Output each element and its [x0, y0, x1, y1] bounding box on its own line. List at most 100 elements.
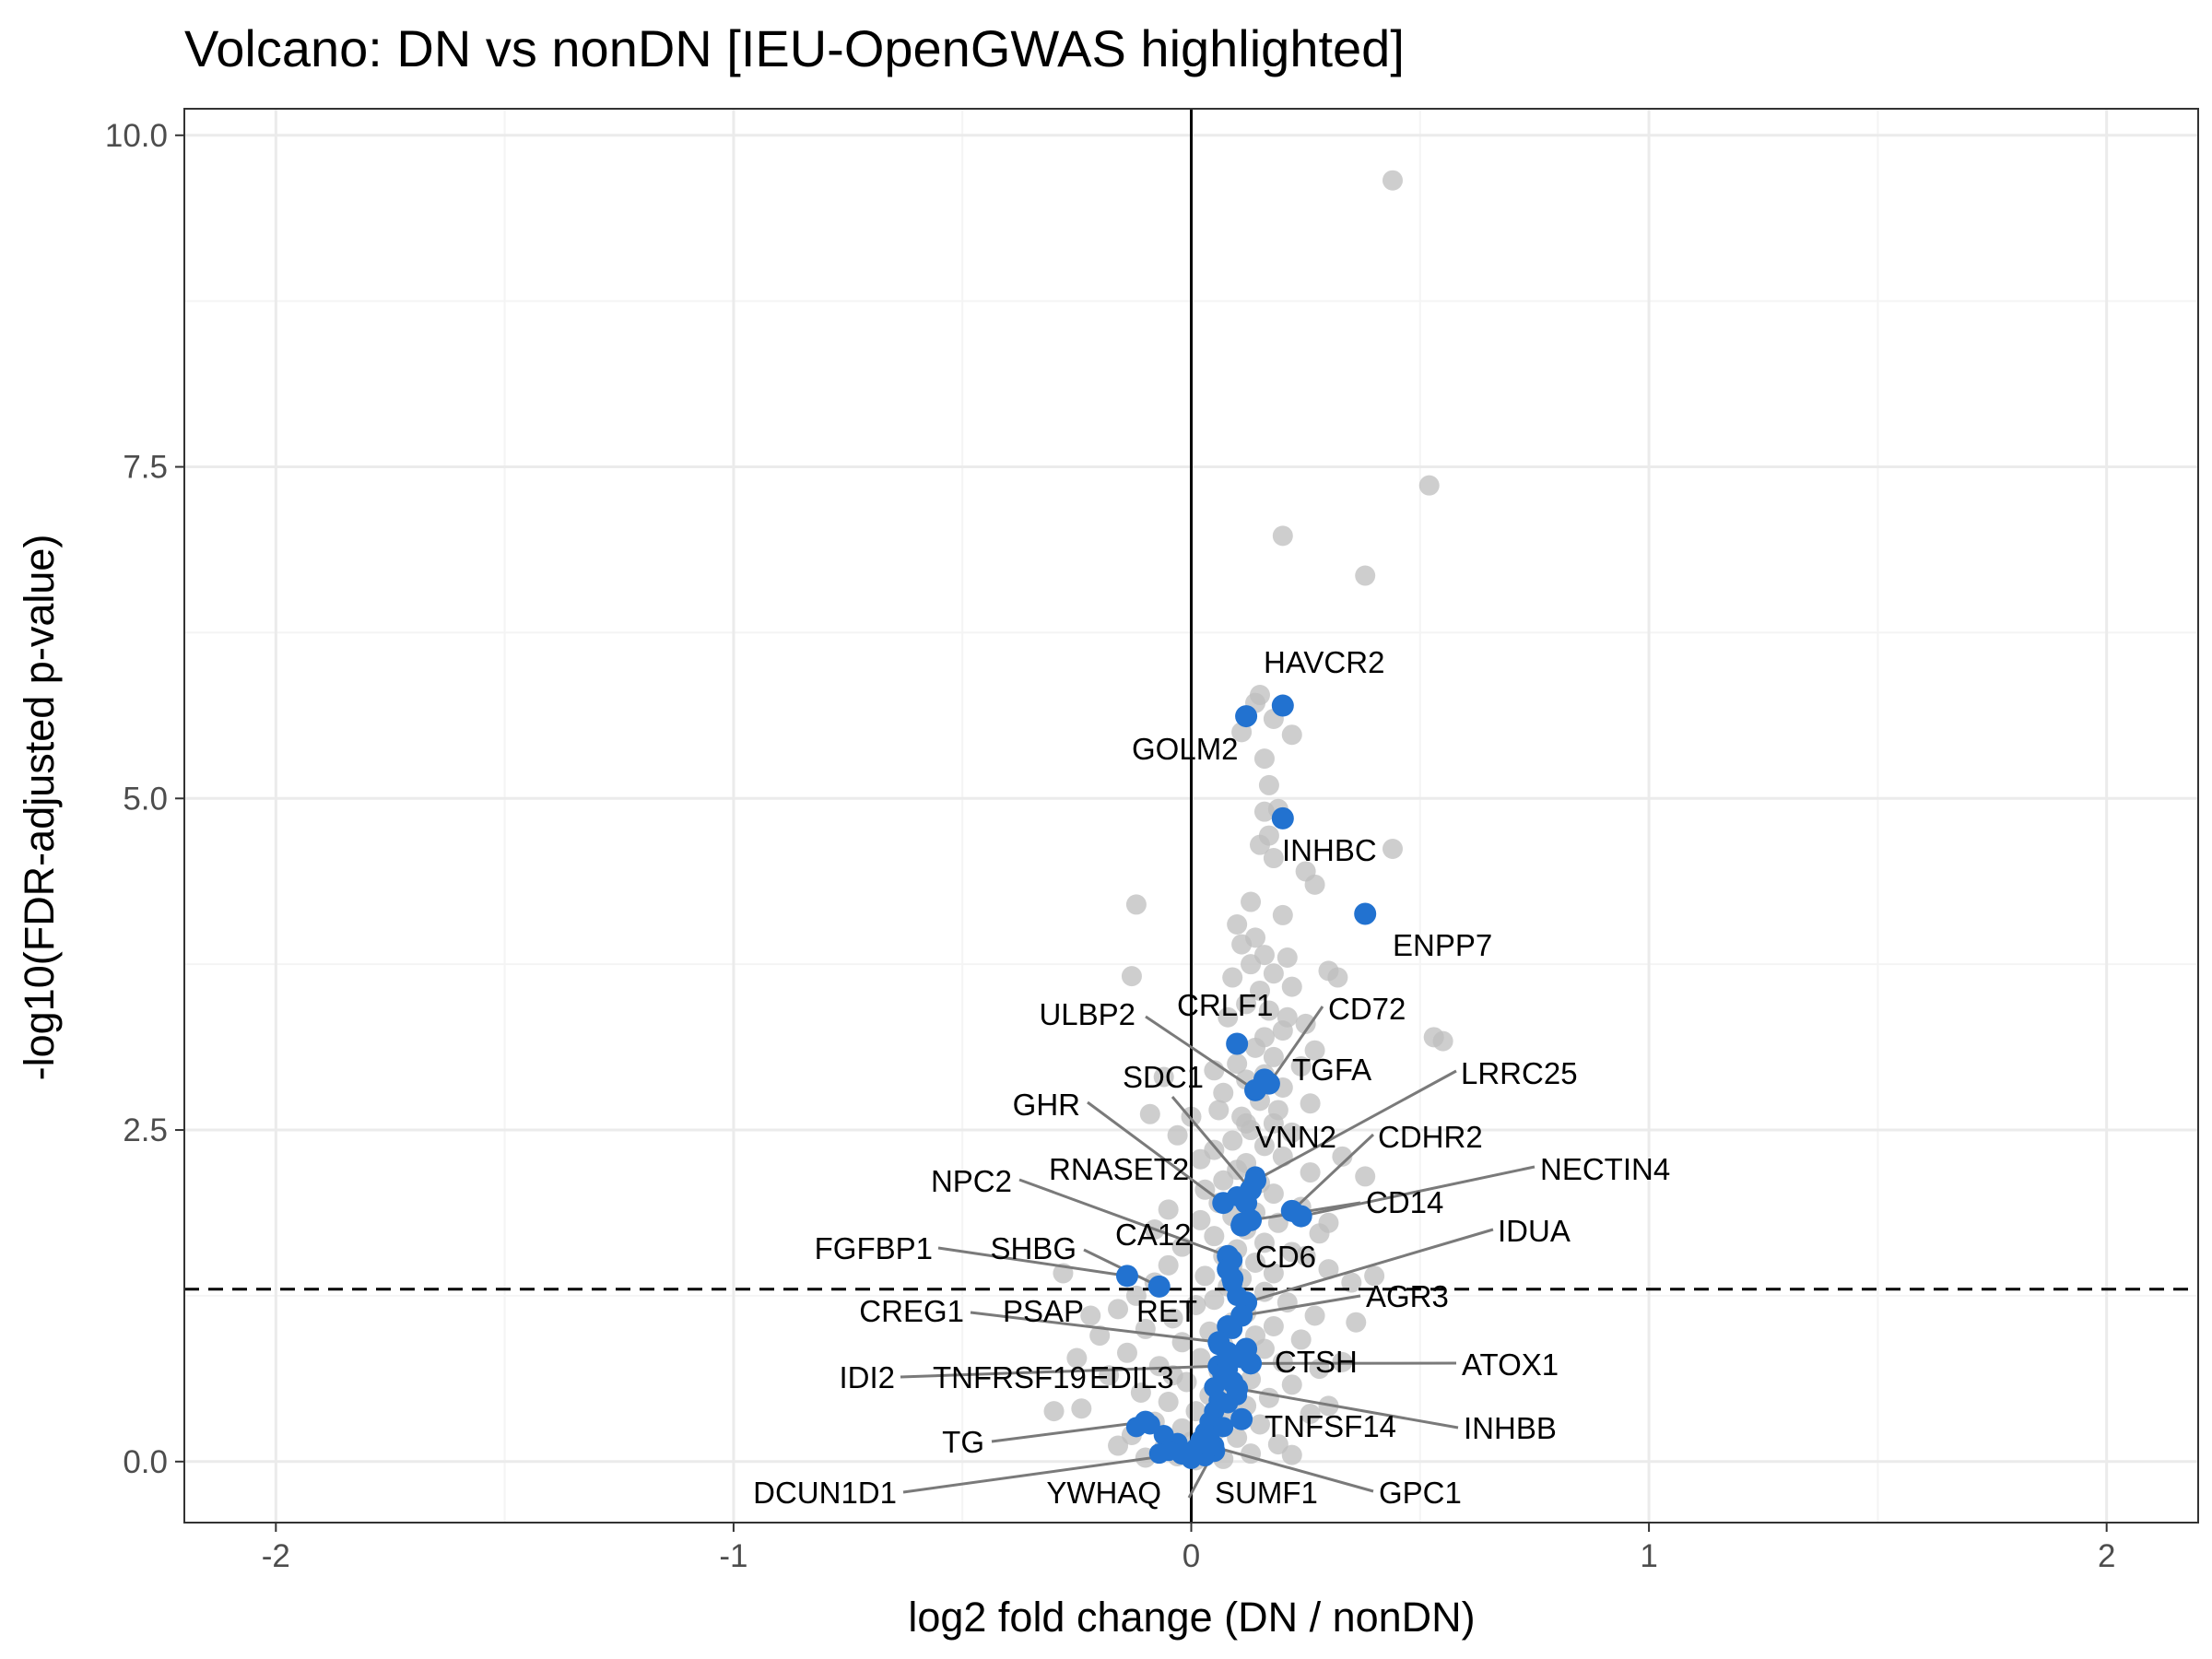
gene-label-edil3: EDIL3: [1089, 1360, 1174, 1394]
background-point: [1355, 565, 1376, 586]
connector-nectin4: [1300, 1165, 1535, 1218]
gene-label-cd72: CD72: [1328, 992, 1406, 1026]
gene-label-rnaset2: RNASET2: [1049, 1152, 1189, 1186]
highlight-point-inhbb: [1226, 1377, 1249, 1400]
highlight-point-cd14: [1240, 1208, 1263, 1231]
connector-inhbb: [1236, 1387, 1459, 1430]
background-point: [1162, 1308, 1183, 1329]
gene-label-sdc1: SDC1: [1123, 1060, 1204, 1094]
gene-label-npc2: NPC2: [931, 1164, 1012, 1198]
background-point: [1418, 475, 1440, 496]
background-point: [1116, 1342, 1137, 1363]
background-point: [1382, 170, 1403, 191]
background-point: [1267, 1434, 1288, 1455]
background-point: [1258, 774, 1279, 795]
background-point: [1222, 967, 1243, 988]
background-point: [1218, 1006, 1239, 1028]
y-tick-label: 10.0: [105, 118, 168, 154]
background-point: [1318, 1259, 1339, 1280]
gene-label-lrrc25: LRRC25: [1461, 1056, 1578, 1090]
background-point: [1227, 914, 1248, 935]
background-point: [1249, 1414, 1270, 1435]
connector-fgfbp1: [937, 1246, 1128, 1277]
background-point: [1432, 1030, 1453, 1052]
gene-label-cd14: CD14: [1366, 1185, 1443, 1219]
connector-lrrc25: [1254, 1069, 1457, 1182]
background-point: [1171, 1332, 1193, 1353]
x-tick-label: 0: [1182, 1538, 1200, 1574]
connector-gpc1: [1208, 1444, 1374, 1493]
background-point: [1241, 954, 1262, 975]
highlight-point-shbg: [1147, 1275, 1171, 1298]
background-point: [1341, 1272, 1362, 1293]
background-point: [1190, 1347, 1211, 1369]
highlighted-points: [1115, 694, 1377, 1469]
background-point: [1162, 1365, 1183, 1386]
background-point: [1281, 1122, 1302, 1143]
highlight-point-ywhaq: [1180, 1445, 1203, 1468]
connector-idua: [1245, 1228, 1494, 1304]
background-point: [1190, 1148, 1211, 1170]
background-point: [1272, 525, 1293, 547]
background-point: [1227, 1053, 1248, 1075]
background-point: [1253, 1338, 1275, 1359]
connector-agr3: [1241, 1294, 1361, 1317]
background-point: [1080, 1305, 1101, 1326]
background-point: [1346, 1312, 1367, 1333]
background-point: [1281, 724, 1302, 746]
background-point: [1355, 1166, 1376, 1187]
connector-sdc1: [1171, 1096, 1253, 1191]
background-point: [1304, 1040, 1325, 1061]
background-point: [1043, 1401, 1065, 1422]
background-point: [1253, 801, 1275, 822]
background-point: [1158, 1254, 1179, 1276]
background-point: [1263, 1316, 1284, 1337]
gene-label-psap: PSAP: [1003, 1294, 1084, 1328]
gene-label-tgfa: TGFA: [1292, 1053, 1371, 1087]
highlight-point-cd6: [1221, 1267, 1244, 1290]
background-point: [1253, 748, 1275, 770]
gene-label-cdhr2: CDHR2: [1378, 1120, 1483, 1154]
background-point: [1125, 1285, 1147, 1306]
gene-label-ctsh: CTSH: [1275, 1345, 1358, 1379]
background-point: [1190, 1209, 1211, 1230]
gene-label-shbg: SHBG: [990, 1231, 1077, 1265]
chart-title: Volcano: DN vs nonDN [IEU-OpenGWAS highl…: [184, 19, 1405, 77]
background-point: [1281, 1374, 1302, 1395]
highlight-point-crlf1: [1226, 1032, 1249, 1055]
gene-label-atox1: ATOX1: [1462, 1347, 1559, 1382]
gene-label-golm2: GOLM2: [1132, 732, 1239, 766]
gene-label-creg1: CREG1: [859, 1294, 964, 1328]
background-point: [1258, 1387, 1279, 1408]
background-point: [1263, 848, 1284, 869]
x-axis-ticks: -2 -1 0 1 2: [262, 1523, 2115, 1574]
background-point: [1364, 1265, 1385, 1287]
gene-label-tnfsf14: TNFSF14: [1265, 1409, 1396, 1443]
background-point: [1153, 1066, 1174, 1088]
background-point: [1318, 1212, 1339, 1233]
background-point: [1158, 1199, 1179, 1220]
gene-label-tnfrsf19: TNFRSF19: [933, 1360, 1087, 1394]
background-point: [1227, 1159, 1248, 1181]
background-point: [1108, 1435, 1129, 1456]
highlight-point: [1148, 1443, 1170, 1465]
x-tick-label: 2: [2098, 1538, 2115, 1574]
highlight-point-tg: [1134, 1410, 1157, 1433]
gene-label-gpc1: GPC1: [1379, 1476, 1462, 1510]
x-tick-label: -1: [719, 1538, 747, 1574]
background-point: [1139, 1103, 1160, 1124]
background-point: [1249, 980, 1270, 1001]
highlight-point-havcr2: [1271, 694, 1294, 717]
connector-npc2: [1018, 1178, 1229, 1258]
background-point: [1295, 1013, 1316, 1034]
background-point: [1300, 1162, 1321, 1183]
background-point: [1066, 1347, 1088, 1369]
background-point: [1258, 1000, 1279, 1021]
background-point: [1304, 1305, 1325, 1326]
background-point: [1121, 966, 1142, 987]
connector-ghr: [1087, 1100, 1225, 1205]
background-point: [1263, 963, 1284, 984]
connector-tg: [991, 1420, 1147, 1443]
plot-panel: HAVCR2 GOLM2 INHBC ENPP7 CRLF1 CD72 ULBP2 TGFA S…: [183, 108, 2199, 1524]
